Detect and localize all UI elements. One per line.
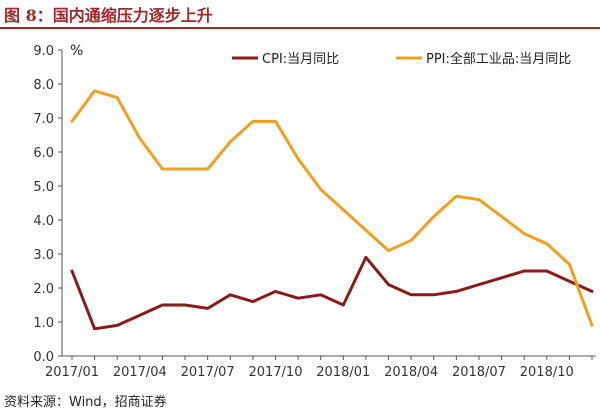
x-tick-label: 2018/10 xyxy=(520,365,574,380)
y-tick-label: 7.0 xyxy=(33,112,54,127)
y-tick-label: 5.0 xyxy=(33,180,54,195)
y-tick-label: 0.0 xyxy=(33,350,54,365)
source-note: 资料来源：Wind，招商证券 xyxy=(4,395,167,410)
y-tick-label: 9.0 xyxy=(33,44,54,59)
title-rule xyxy=(0,27,600,29)
cpi-legend-label: CPI:当月同比 xyxy=(262,52,339,67)
x-tick-label: 2018/07 xyxy=(452,365,506,380)
x-tick-label: 2018/01 xyxy=(316,365,370,380)
x-tick-label: 2017/10 xyxy=(248,365,302,380)
y-tick-label: 3.0 xyxy=(33,248,54,263)
chart-title: 图 8：国内通缩压力逐步上升 xyxy=(4,6,213,25)
y-tick-label: 8.0 xyxy=(33,78,54,93)
y-tick-label: 4.0 xyxy=(33,214,54,229)
legend: CPI:当月同比 PPI:全部工业品:当月同比 xyxy=(232,51,571,67)
x-tick-label: 2017/07 xyxy=(181,365,235,380)
series-layer xyxy=(70,89,594,331)
line-chart: % 0.0 1.0 2.0 3.0 4.0 5.0 6.0 7.0 8.0 9.0 2017/01… xyxy=(33,43,596,380)
ppi-legend-label: PPI:全部工业品:当月同比 xyxy=(426,51,571,67)
y-tick-label: 2.0 xyxy=(33,282,54,297)
y-unit-label: % xyxy=(70,43,83,59)
x-tick-label: 2017/04 xyxy=(113,365,167,380)
y-axis: 0.0 1.0 2.0 3.0 4.0 5.0 6.0 7.0 8.0 9.0 xyxy=(33,44,63,365)
y-tick-label: 6.0 xyxy=(33,146,54,161)
x-tick-label: 2018/04 xyxy=(384,365,438,380)
y-tick-label: 1.0 xyxy=(33,316,54,331)
x-axis: 2017/01 2017/04 2017/07 2017/10 2018/01 2018/… xyxy=(45,355,596,380)
cpi-series-line xyxy=(70,255,594,331)
x-tick-label: 2017/01 xyxy=(45,365,99,380)
ppi-series-line xyxy=(70,89,594,327)
